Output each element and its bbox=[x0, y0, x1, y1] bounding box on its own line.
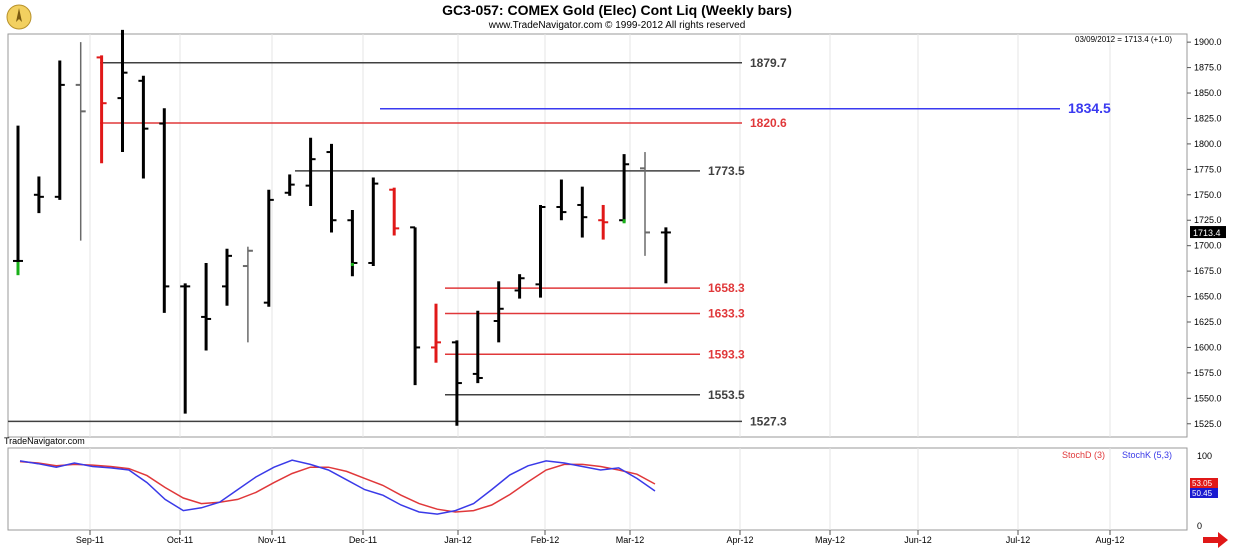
stochk-value-tag bbox=[1190, 488, 1218, 498]
ohlc-bar bbox=[514, 274, 525, 299]
ohlc-bar bbox=[159, 108, 170, 313]
price-readout: 03/09/2012 = 1713.4 (+1.0) bbox=[1075, 35, 1172, 44]
ohlc-bar bbox=[472, 310, 483, 384]
stoch-line-1 bbox=[19, 459, 656, 515]
level-label: 1879.7 bbox=[750, 56, 787, 70]
ohlc-bar bbox=[660, 227, 671, 284]
ohlc-bar bbox=[451, 340, 462, 426]
ohlc-bar bbox=[54, 60, 65, 200]
y-tick-label: 1800.0 bbox=[1194, 139, 1222, 149]
stoch-line-0 bbox=[19, 460, 656, 513]
x-tick-label: Feb-12 bbox=[531, 535, 560, 545]
x-tick-label: Apr-12 bbox=[726, 535, 753, 545]
ohlc-bar bbox=[305, 137, 316, 206]
ohlc-bar bbox=[493, 281, 504, 343]
ohlc-bar bbox=[284, 174, 295, 196]
stoch-y-tick-label: 100 bbox=[1197, 451, 1212, 461]
ohlc-bar bbox=[180, 283, 191, 414]
ohlc-bar bbox=[117, 29, 128, 153]
x-tick-label: Jul-12 bbox=[1006, 535, 1031, 545]
y-tick-label: 1750.0 bbox=[1194, 190, 1222, 200]
ohlc-bar bbox=[556, 179, 567, 221]
chart-title: GC3-057: COMEX Gold (Elec) Cont Liq (Wee… bbox=[442, 2, 792, 18]
level-label: 1527.3 bbox=[750, 414, 787, 428]
x-tick-label: Aug-12 bbox=[1095, 535, 1124, 545]
level-label: 1553.5 bbox=[708, 388, 745, 402]
level-label: 1834.5 bbox=[1068, 100, 1111, 116]
x-tick-label: Mar-12 bbox=[616, 535, 645, 545]
ohlc-bar bbox=[326, 143, 337, 233]
y-tick-label: 1825.0 bbox=[1194, 113, 1222, 123]
price-panel bbox=[7, 33, 1188, 438]
ohlc-bar bbox=[33, 176, 44, 214]
ohlc-bar bbox=[263, 189, 274, 307]
y-tick-label: 1775.0 bbox=[1194, 164, 1222, 174]
ohlc-bar bbox=[389, 187, 400, 236]
ohlc-bar bbox=[201, 262, 212, 351]
level-label: 1820.6 bbox=[750, 116, 787, 130]
navigator-logo-icon bbox=[6, 4, 32, 30]
level-label: 1658.3 bbox=[708, 281, 745, 295]
ohlc-bar bbox=[368, 177, 379, 267]
x-tick-label: May-12 bbox=[815, 535, 845, 545]
y-tick-label: 1900.0 bbox=[1194, 37, 1222, 47]
legend-stochk: StochK (5,3) bbox=[1122, 450, 1172, 460]
ohlc-bar bbox=[640, 152, 650, 256]
level-label: 1633.3 bbox=[708, 307, 745, 321]
ohlc-bar bbox=[535, 204, 546, 298]
ohlc-bar bbox=[222, 248, 232, 306]
y-tick-label: 1850.0 bbox=[1194, 88, 1222, 98]
y-tick-label: 1700.0 bbox=[1194, 241, 1222, 251]
x-tick-label: Sep-11 bbox=[76, 535, 104, 545]
chart-subtitle: www.TradeNavigator.com © 1999-2012 All r… bbox=[488, 20, 746, 31]
x-tick-label: Jan-12 bbox=[444, 535, 472, 545]
x-tick-label: Dec-11 bbox=[349, 535, 377, 545]
stochastic-panel bbox=[7, 447, 1188, 531]
level-label: 1593.3 bbox=[708, 347, 745, 361]
stoch-y-tick-label: 0 bbox=[1197, 521, 1202, 531]
ohlc-bar bbox=[431, 303, 441, 363]
y-tick-label: 1650.0 bbox=[1194, 292, 1222, 302]
scroll-right-arrow-icon bbox=[1203, 532, 1228, 548]
y-tick-label: 1675.0 bbox=[1194, 266, 1222, 276]
y-tick-label: 1575.0 bbox=[1194, 368, 1222, 378]
y-tick-label: 1625.0 bbox=[1194, 317, 1222, 327]
stochk-value-label: 50.45 bbox=[1192, 489, 1213, 498]
ohlc-bar bbox=[598, 204, 609, 240]
ohlc-bar bbox=[138, 75, 149, 179]
x-tick-label: Jun-12 bbox=[904, 535, 932, 545]
y-tick-label: 1525.0 bbox=[1194, 419, 1222, 429]
stochd-value-tag bbox=[1190, 478, 1218, 488]
last-price-tag bbox=[1190, 226, 1226, 239]
y-tick-label: 1725.0 bbox=[1194, 215, 1222, 225]
y-tick-label: 1550.0 bbox=[1194, 393, 1222, 403]
y-tick-label: 1875.0 bbox=[1194, 63, 1222, 73]
watermark-text: TradeNavigator.com bbox=[4, 436, 85, 446]
x-tick-label: Oct-11 bbox=[167, 535, 193, 545]
ohlc-bar bbox=[577, 186, 588, 238]
ohlc-bar bbox=[96, 55, 107, 164]
last-price-tag-label: 1713.4 bbox=[1193, 228, 1221, 238]
ohlc-bar bbox=[242, 246, 253, 343]
stochd-value-label: 53.05 bbox=[1192, 479, 1213, 488]
level-label: 1773.5 bbox=[708, 164, 745, 178]
x-tick-label: Nov-11 bbox=[258, 535, 286, 545]
ohlc-bar bbox=[410, 226, 421, 386]
ohlc-bar bbox=[75, 42, 86, 241]
ohlc-bar bbox=[13, 125, 23, 263]
legend-stochd: StochD (3) bbox=[1062, 450, 1105, 460]
y-tick-label: 1600.0 bbox=[1194, 342, 1222, 352]
